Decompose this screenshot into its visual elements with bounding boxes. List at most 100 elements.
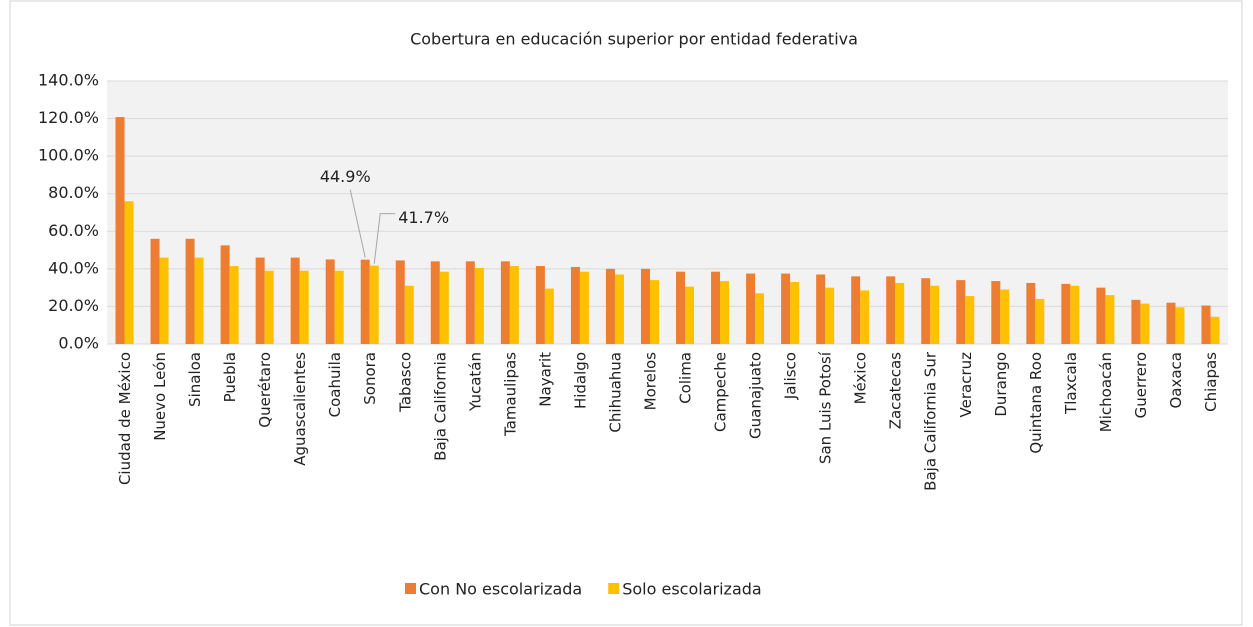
bar [544, 288, 554, 344]
x-tick-label: Michoacán [1097, 352, 1115, 432]
legend-label: Solo escolarizada [622, 580, 761, 599]
bar [500, 261, 510, 344]
x-tick-label: Nuevo León [151, 352, 169, 441]
x-tick-label: Guanajuato [747, 352, 765, 439]
bar [781, 273, 791, 344]
x-tick-label: Ciudad de México [116, 352, 134, 485]
bar [886, 276, 896, 344]
bar [570, 266, 580, 344]
bar [825, 287, 835, 344]
x-tick-label: Yucatán [466, 352, 484, 412]
bar [1061, 283, 1071, 344]
bar [790, 282, 800, 344]
y-tick-label: 40.0% [48, 258, 99, 277]
x-tick-label: Guerrero [1132, 352, 1150, 418]
y-tick-label: 60.0% [48, 221, 99, 240]
leader-line [373, 213, 396, 264]
bar [816, 274, 826, 344]
x-tick-label: México [852, 352, 870, 404]
y-tick-label: 0.0% [58, 334, 99, 353]
bar [1096, 287, 1106, 344]
x-tick-label: Morelos [641, 352, 659, 411]
bar [685, 286, 695, 344]
bar [1026, 282, 1036, 344]
bar [605, 268, 615, 344]
bar [439, 271, 449, 344]
bar [124, 201, 134, 344]
x-tick-label: Tamaulipas [501, 352, 519, 437]
bar [334, 270, 344, 344]
bar [1070, 285, 1080, 344]
bar [921, 278, 931, 344]
bar [299, 270, 309, 344]
bar [535, 266, 545, 344]
bar [895, 282, 905, 344]
x-tick-label: Chiapas [1202, 352, 1220, 412]
leader-line [349, 189, 366, 258]
bar [956, 280, 966, 344]
bar [676, 271, 686, 344]
x-tick-label: Puebla [221, 352, 239, 402]
bar [220, 245, 230, 344]
bar [194, 257, 204, 344]
bar [509, 266, 519, 344]
legend-label: Con No escolarizada [419, 580, 582, 599]
bar [1035, 298, 1045, 344]
bar [991, 281, 1001, 344]
bar [711, 271, 721, 344]
x-tick-label: Sonora [361, 352, 379, 405]
x-tick-label: Veracruz [957, 352, 975, 418]
x-tick-label: Jalisco [782, 352, 800, 400]
bar [930, 285, 940, 344]
bar [465, 261, 475, 344]
bar [720, 281, 730, 344]
bar [369, 265, 379, 344]
bar [1105, 295, 1115, 344]
x-tick-label: Coahuila [326, 352, 344, 417]
bar [1140, 303, 1150, 344]
x-tick-label: Nayarit [536, 352, 554, 407]
y-tick-label: 100.0% [38, 146, 99, 165]
x-tick-label: Baja California [431, 352, 449, 461]
legend-swatch [405, 583, 416, 594]
y-tick-label: 80.0% [48, 183, 99, 202]
y-tick-label: 120.0% [38, 108, 99, 127]
bar [965, 296, 975, 344]
bar [860, 290, 870, 344]
bar [851, 276, 861, 344]
bar [755, 293, 765, 344]
bar [360, 259, 370, 344]
data-label: 44.9% [320, 167, 371, 186]
bar [229, 266, 239, 344]
bar [159, 257, 169, 344]
x-tick-label: Campeche [712, 352, 730, 432]
x-tick-label: San Luis Potosí [817, 351, 835, 464]
bar [1175, 307, 1185, 344]
data-label: 41.7% [398, 208, 449, 227]
y-tick-label: 20.0% [48, 296, 99, 315]
x-tick-label: Zacatecas [887, 352, 905, 429]
bar [430, 261, 440, 344]
x-tick-label: Hidalgo [571, 352, 589, 409]
chart-title: Cobertura en educación superior por enti… [410, 30, 858, 49]
bar [150, 238, 160, 344]
x-tick-label: Aguascalientes [291, 352, 309, 466]
x-tick-label: Oaxaca [1167, 352, 1185, 409]
x-tick-label: Baja California Sur [922, 351, 940, 491]
bar [614, 274, 624, 344]
bar [640, 268, 650, 344]
plot-area [107, 81, 1228, 344]
bar [746, 273, 756, 344]
x-tick-label: Durango [992, 352, 1010, 417]
bar [404, 285, 414, 344]
x-tick-label: Querétaro [256, 352, 274, 428]
bar [1201, 305, 1211, 344]
bar [185, 238, 195, 344]
bar [1131, 299, 1141, 344]
bar [290, 257, 300, 344]
bar [579, 271, 589, 344]
x-tick-label: Sinaloa [186, 352, 204, 407]
x-tick-label: Tabasco [396, 352, 414, 413]
bar [649, 280, 659, 344]
bar [115, 117, 125, 344]
